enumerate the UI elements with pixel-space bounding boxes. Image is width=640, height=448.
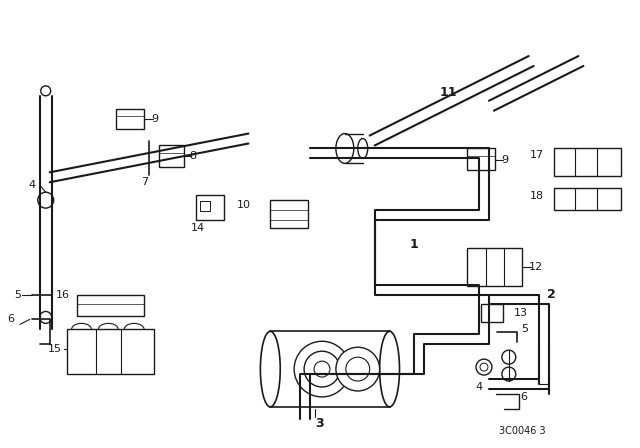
Text: 2: 2	[547, 288, 556, 301]
Bar	[270, 332, 390, 407]
Bar	[200, 201, 210, 211]
Circle shape	[314, 361, 330, 377]
Text: 5: 5	[521, 324, 528, 334]
Text: 8: 8	[189, 151, 196, 161]
Text: 9: 9	[151, 114, 158, 124]
Text: 10: 10	[236, 200, 250, 210]
Circle shape	[41, 86, 51, 96]
Bar	[270, 200, 308, 228]
Circle shape	[40, 311, 52, 323]
Text: 13: 13	[514, 308, 528, 319]
Bar	[77, 294, 144, 316]
Circle shape	[502, 350, 516, 364]
Circle shape	[304, 351, 340, 387]
Text: 5: 5	[14, 289, 21, 300]
Ellipse shape	[380, 332, 399, 407]
Text: 14: 14	[191, 223, 205, 233]
Text: 16: 16	[56, 289, 70, 300]
Text: 9: 9	[501, 155, 508, 165]
Text: 15: 15	[47, 344, 61, 354]
Ellipse shape	[336, 134, 354, 164]
Bar	[159, 146, 184, 168]
Bar	[67, 329, 154, 374]
Bar	[554, 188, 621, 210]
Bar	[196, 195, 223, 220]
Text: 3C0046 3: 3C0046 3	[499, 426, 545, 436]
Text: 3: 3	[315, 417, 324, 430]
Text: 17: 17	[529, 151, 543, 160]
Bar	[467, 248, 522, 286]
Circle shape	[480, 363, 488, 371]
Circle shape	[502, 367, 516, 381]
Bar	[467, 148, 495, 170]
Text: 1: 1	[410, 238, 418, 251]
Text: 12: 12	[529, 262, 543, 272]
Text: 6: 6	[7, 314, 14, 324]
Text: 6: 6	[521, 392, 528, 402]
Text: 7: 7	[141, 177, 148, 187]
Bar	[116, 109, 144, 129]
Circle shape	[38, 192, 54, 208]
Circle shape	[336, 347, 380, 391]
Bar	[481, 305, 503, 323]
Ellipse shape	[260, 332, 280, 407]
Ellipse shape	[358, 138, 368, 159]
Text: 18: 18	[529, 191, 543, 201]
Circle shape	[346, 357, 370, 381]
Text: 4: 4	[476, 382, 483, 392]
Text: 11: 11	[439, 86, 457, 99]
Text: 4: 4	[29, 180, 36, 190]
Circle shape	[476, 359, 492, 375]
Bar	[554, 148, 621, 177]
Circle shape	[294, 341, 350, 397]
